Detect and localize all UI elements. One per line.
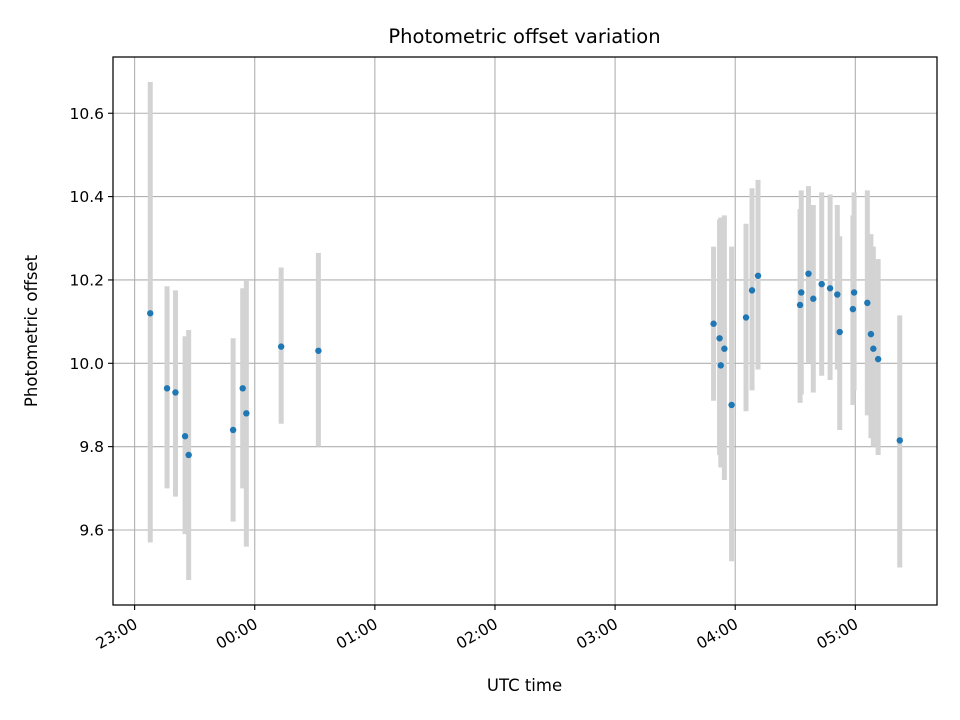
data-point xyxy=(742,314,750,321)
y-tick-label: 10.4 xyxy=(69,188,104,206)
plot-frame xyxy=(112,56,938,606)
x-axis-label: UTC time xyxy=(487,676,562,695)
data-point xyxy=(805,270,812,277)
data-point xyxy=(798,289,805,296)
chart-title: Photometric offset variation xyxy=(388,25,660,48)
data-point xyxy=(147,310,154,317)
data-point xyxy=(826,285,834,292)
y-tick-label: 9.6 xyxy=(79,521,104,539)
data-point xyxy=(874,355,882,363)
data-point xyxy=(181,433,189,440)
data-point xyxy=(864,299,871,307)
data-point xyxy=(849,305,857,313)
data-point xyxy=(896,437,903,444)
data-point xyxy=(818,280,825,288)
data-point xyxy=(163,385,171,392)
data-point xyxy=(277,343,285,350)
data-point xyxy=(810,295,817,302)
data-point xyxy=(870,345,877,352)
data-point xyxy=(728,401,735,409)
y-axis: 9.6 9.8 10.0 10.2 10.4 10.6 xyxy=(69,105,113,539)
data-point xyxy=(834,291,841,298)
data-point xyxy=(229,426,237,434)
y-tick-label: 10.0 xyxy=(69,355,104,373)
data-point xyxy=(243,410,250,417)
y-tick-label: 10.6 xyxy=(69,105,104,123)
data-point xyxy=(239,385,246,392)
data-points xyxy=(147,270,903,459)
data-point xyxy=(717,362,724,369)
y-axis-label: Photometric offset xyxy=(22,254,41,407)
data-point xyxy=(754,272,762,279)
data-point xyxy=(836,328,843,336)
data-point xyxy=(185,451,192,459)
data-point xyxy=(721,345,728,352)
data-point xyxy=(315,347,322,354)
data-point xyxy=(796,301,804,309)
data-point xyxy=(172,389,179,396)
y-tick-label: 9.8 xyxy=(79,438,104,456)
data-point xyxy=(850,289,858,296)
data-point xyxy=(867,330,875,338)
data-point xyxy=(710,320,717,327)
data-point xyxy=(716,335,723,342)
data-point xyxy=(748,287,756,294)
y-tick-label: 10.2 xyxy=(69,271,104,289)
